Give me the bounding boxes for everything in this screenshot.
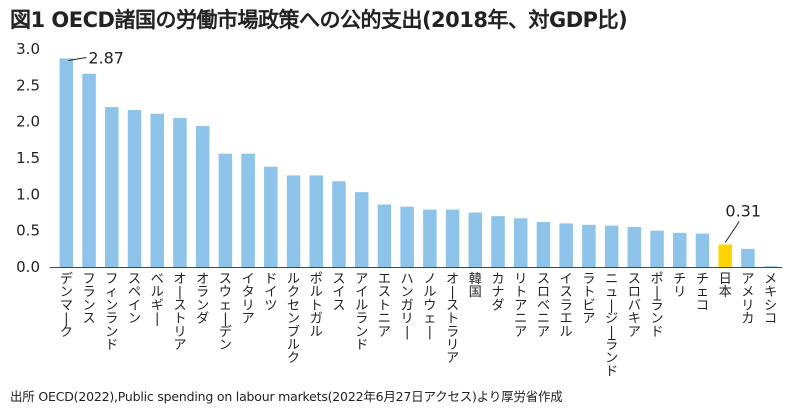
x-label-日本: 日本 bbox=[719, 272, 732, 300]
bar-ベルギー bbox=[150, 113, 164, 267]
bar-カナダ bbox=[491, 216, 505, 267]
x-label-フィンランド: フィンランド bbox=[105, 272, 118, 353]
bar-ドイツ bbox=[264, 166, 278, 267]
x-label-リトアニア: リトアニア bbox=[514, 272, 527, 340]
x-label-ハンガリー: ハンガリ| bbox=[401, 272, 414, 340]
bar-ニュージーランド bbox=[604, 225, 619, 267]
bar-スイス bbox=[332, 181, 346, 267]
bar-韓国 bbox=[468, 212, 483, 267]
bar-フィンランド bbox=[105, 107, 119, 267]
x-label-チェコ: チェコ bbox=[696, 272, 709, 313]
annotations: 2.87 0.31 bbox=[68, 48, 761, 243]
bar-series bbox=[59, 58, 778, 268]
bar-日本 bbox=[718, 244, 732, 267]
bar-オランダ bbox=[195, 126, 210, 267]
x-label-デンマーク: デンマ|ク bbox=[60, 271, 73, 340]
bar-フランス bbox=[82, 73, 96, 268]
x-label-ニュージーランド: ニュ|ジ|ランド bbox=[605, 272, 618, 379]
bar-スペイン bbox=[127, 110, 142, 267]
y-axis-ticks: 0.0 0.5 1.0 1.5 2.0 2.5 3.0 bbox=[16, 40, 40, 276]
x-label-チリ: チリ bbox=[673, 272, 686, 300]
x-label-スロバキア: スロバキア bbox=[628, 272, 641, 340]
bar-アメリカ bbox=[741, 248, 755, 267]
annotation-label: 0.31 bbox=[725, 201, 761, 220]
bar-アイルランド bbox=[354, 192, 369, 267]
bar-ルクセンブルク bbox=[286, 175, 301, 267]
bar-イスラエル bbox=[559, 223, 573, 267]
bar-スロベニア bbox=[536, 221, 551, 267]
annotation-label: 2.87 bbox=[88, 48, 124, 67]
bar-メキシコ bbox=[763, 266, 778, 267]
x-label-スウェーデン: スウェ|デン bbox=[219, 272, 232, 353]
bar-ノルウェー bbox=[423, 209, 437, 267]
x-label-韓国: 韓国 bbox=[469, 272, 482, 300]
x-label-エストニア: エストニア bbox=[378, 272, 391, 340]
bar-ラトビア bbox=[582, 224, 596, 267]
bar-スロバキア bbox=[627, 227, 642, 267]
annotation-leader bbox=[724, 221, 740, 243]
x-label-イスラエル: イスラエル bbox=[560, 272, 573, 340]
x-label-オランダ: オランダ bbox=[196, 272, 209, 327]
x-label-カナダ: カナダ bbox=[492, 272, 505, 313]
x-label-アイルランド: アイルランド bbox=[355, 272, 368, 353]
y-tick-label: 2.0 bbox=[16, 113, 40, 131]
x-label-アメリカ: アメリカ bbox=[741, 272, 754, 327]
x-label-ルクセンブルク: ルクセンブルク bbox=[287, 272, 300, 366]
x-label-メキシコ: メキシコ bbox=[764, 272, 777, 327]
x-label-ドイツ: ドイツ bbox=[264, 272, 277, 313]
chart-title: 図1 OECD諸国の労働市場政策への公的支出(2018年、対GDP比) bbox=[10, 8, 628, 32]
bar-オーストリア bbox=[173, 118, 187, 267]
y-tick-label: 2.5 bbox=[16, 76, 40, 94]
bar-エストニア bbox=[377, 204, 392, 267]
bar-チリ bbox=[673, 232, 687, 267]
x-label-ノルウェー: ノルウェ| bbox=[423, 272, 436, 340]
x-axis-labels: デンマ|クフランスフィンランドスペインベルギ|オ|ストリアオランダスウェ|デンイ… bbox=[60, 271, 777, 379]
x-label-スペイン: スペイン bbox=[128, 272, 141, 327]
bar-スウェーデン bbox=[218, 153, 233, 267]
y-tick-label: 1.0 bbox=[16, 185, 40, 203]
bar-チェコ bbox=[695, 233, 710, 267]
bar-ポルトガル bbox=[309, 175, 324, 267]
x-label-ポーランド: ポ|ランド bbox=[651, 272, 664, 340]
source-note: 出所 OECD(2022),Public spending on labour … bbox=[10, 389, 563, 404]
bar-リトアニア bbox=[513, 218, 528, 267]
x-label-ベルギー: ベルギ| bbox=[151, 272, 164, 327]
annotation-leader bbox=[68, 56, 87, 61]
x-label-スイス: スイス bbox=[332, 272, 345, 313]
x-label-ラトビア: ラトビア bbox=[582, 272, 595, 327]
x-label-オーストリア: オ|ストリア bbox=[173, 272, 186, 353]
y-tick-label: 0.5 bbox=[16, 222, 40, 240]
bar-イタリア bbox=[241, 153, 255, 267]
y-tick-label: 3.0 bbox=[16, 40, 40, 58]
x-label-オーストラリア: オ|ストラリア bbox=[446, 272, 459, 366]
x-label-フランス: フランス bbox=[83, 272, 96, 327]
x-label-イタリア: イタリア bbox=[242, 272, 255, 327]
y-tick-label: 0.0 bbox=[16, 258, 40, 276]
bar-オーストラリア bbox=[445, 209, 460, 267]
bar-ポーランド bbox=[650, 230, 664, 267]
bar-ハンガリー bbox=[400, 206, 414, 267]
y-tick-label: 1.5 bbox=[16, 149, 40, 167]
bar-デンマーク bbox=[59, 58, 74, 268]
x-label-ポルトガル: ポルトガル bbox=[310, 272, 323, 340]
x-label-スロベニア: スロベニア bbox=[537, 272, 550, 340]
